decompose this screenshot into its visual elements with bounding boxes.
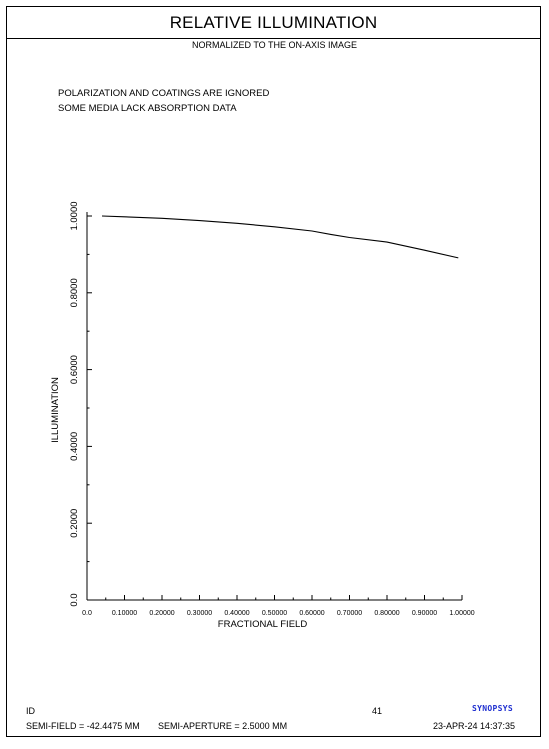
x-tick-label: 0.90000	[412, 610, 437, 617]
date-time-stamp: 23-APR-24 14:37:35	[433, 721, 516, 731]
x-tick-label: 0.80000	[374, 610, 399, 617]
y-tick-label: 0.6000	[69, 355, 80, 384]
semi-field-readout: SEMI-FIELD = -42.4475 MM	[26, 721, 140, 731]
plot-frame: RELATIVE ILLUMINATION	[6, 6, 541, 737]
id-label: ID	[26, 706, 35, 716]
y-tick-label: 0.8000	[69, 278, 80, 307]
x-axis-title: FRACTIONAL FIELD	[218, 619, 308, 630]
synopsys-logo: SYNOPSYS	[472, 704, 513, 713]
y-tick-label: 0.4000	[69, 432, 80, 461]
y-tick-label: 0.2000	[69, 509, 80, 538]
x-tick-label: 0.30000	[187, 610, 212, 617]
chart-title: RELATIVE ILLUMINATION	[7, 7, 540, 39]
x-tick-label: 0.50000	[262, 610, 287, 617]
y-tick-label: 1.0000	[69, 201, 80, 230]
x-tick-label: 0.70000	[337, 610, 362, 617]
x-tick-label: 0.20000	[149, 610, 174, 617]
semi-aperture-readout: SEMI-APERTURE = 2.5000 MM	[158, 721, 288, 731]
x-tick-label: 0.60000	[299, 610, 324, 617]
note-absorption: SOME MEDIA LACK ABSORPTION DATA	[58, 103, 237, 114]
chart-subtitle: NORMALIZED TO THE ON-AXIS IMAGE	[191, 40, 358, 50]
y-axis-title: ILLUMINATION	[50, 377, 61, 443]
x-tick-label: 0.0	[82, 610, 92, 617]
x-tick-label: 1.00000	[449, 610, 474, 617]
x-tick-label: 0.40000	[224, 610, 249, 617]
x-tick-label: 0.10000	[112, 610, 137, 617]
page-number: 41	[372, 706, 383, 716]
note-polarization: POLARIZATION AND COATINGS ARE IGNORED	[58, 88, 270, 99]
illumination-curve	[101, 215, 459, 259]
y-tick-label: 0.0	[69, 593, 80, 606]
